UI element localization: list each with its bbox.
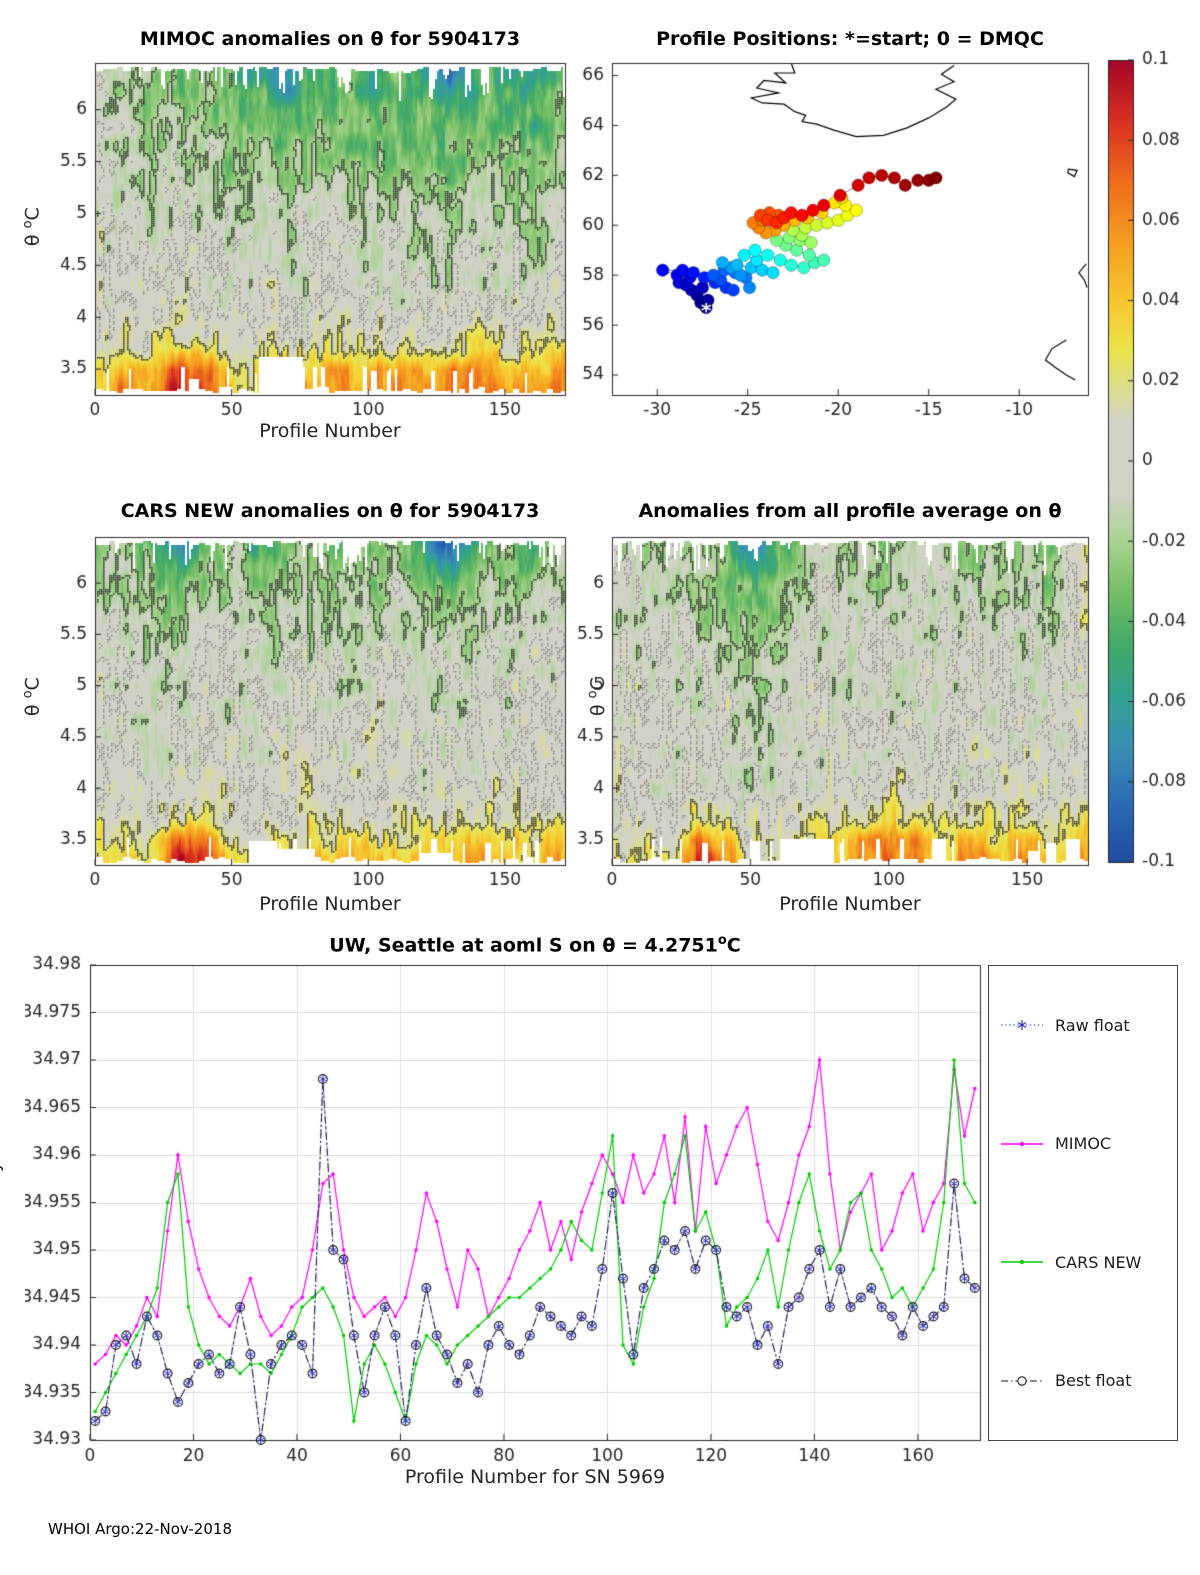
allavg-ylabel: θ oC [585, 642, 608, 752]
mimoc-ylabel: θ oC [20, 172, 43, 282]
allavg-ylabel-unit: C [586, 677, 609, 691]
colorbar-canvas [1085, 45, 1200, 875]
legend-entry-best-float: Best float [999, 1371, 1177, 1390]
map-title: Profile Positions: *=start; 0 = DMQC [656, 28, 1044, 50]
footer-text: WHOI Argo:22-Nov-2018 [48, 1520, 232, 1538]
salinity-timeseries-canvas [25, 940, 1000, 1475]
legend-label-best-float: Best float [1055, 1371, 1132, 1391]
allavg-xlabel: Profile Number [779, 893, 921, 915]
cars-new-marker-icon [1001, 1260, 1043, 1265]
cars-ylabel-theta: θ [21, 698, 44, 717]
allavg-anomaly-canvas [560, 515, 1095, 935]
best-float-marker-icon [1001, 1376, 1043, 1386]
cars-ylabel-unit: C [21, 677, 44, 691]
timeseries-xlabel: Profile Number for SN 5969 [404, 1466, 666, 1488]
mimoc-anomaly-canvas [40, 45, 580, 465]
mimoc-ylabel-unit: C [21, 207, 44, 221]
mimoc-ylabel-theta: θ [21, 228, 44, 247]
legend-label-mimoc: MIMOC [1055, 1134, 1112, 1154]
cars-anomaly-canvas [40, 515, 580, 935]
cars-ylabel: θ oC [20, 642, 43, 752]
mimoc-plot-title: MIMOC anomalies on θ for 5904173 [139, 28, 521, 50]
legend: Raw float MIMOC CARS NEW Best float [988, 965, 1178, 1441]
timeseries-ylabel: Salinity [0, 1160, 4, 1232]
mimoc-ylabel-sup: o [20, 220, 36, 229]
allavg-ylabel-sup: o [585, 690, 601, 699]
profile-positions-map-canvas [570, 45, 1095, 455]
cars-xlabel: Profile Number [259, 893, 401, 915]
raw-float-marker-icon [1001, 1020, 1043, 1031]
allavg-ylabel-theta: θ [586, 698, 609, 717]
legend-label-cars-new: CARS NEW [1055, 1252, 1142, 1272]
legend-label-raw-float: Raw float [1055, 1015, 1130, 1035]
legend-entry-cars-new: CARS NEW [999, 1253, 1177, 1272]
mimoc-marker-icon [1001, 1141, 1043, 1146]
mimoc-xlabel: Profile Number [259, 420, 401, 442]
cars-ylabel-sup: o [20, 690, 36, 699]
legend-entry-raw-float: Raw float [999, 1016, 1177, 1035]
legend-entry-mimoc: MIMOC [999, 1134, 1177, 1153]
